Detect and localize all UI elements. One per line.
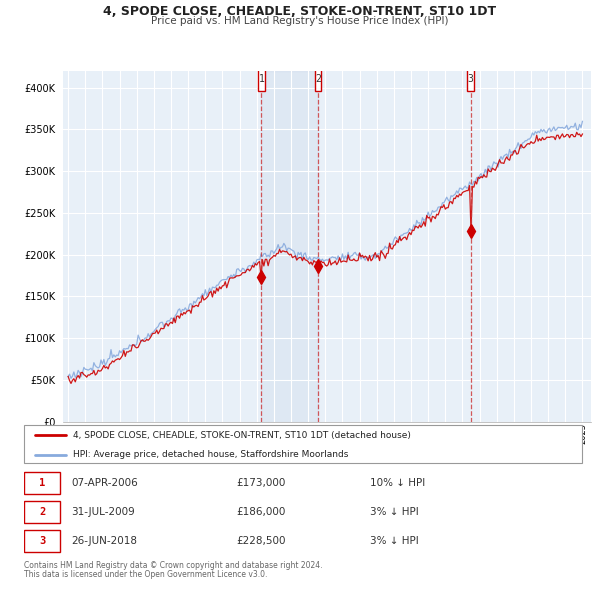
Text: £186,000: £186,000 [236,507,286,517]
FancyBboxPatch shape [24,471,60,493]
Text: 3: 3 [468,74,473,84]
Text: 3: 3 [39,536,45,546]
Text: HPI: Average price, detached house, Staffordshire Moorlands: HPI: Average price, detached house, Staf… [73,450,349,459]
Text: 3% ↓ HPI: 3% ↓ HPI [370,536,419,546]
Text: 26-JUN-2018: 26-JUN-2018 [71,536,137,546]
Text: 07-APR-2006: 07-APR-2006 [71,477,138,487]
FancyBboxPatch shape [24,425,582,463]
Text: 10% ↓ HPI: 10% ↓ HPI [370,477,425,487]
FancyBboxPatch shape [467,67,474,91]
Text: 3% ↓ HPI: 3% ↓ HPI [370,507,419,517]
FancyBboxPatch shape [315,67,322,91]
Bar [262,71,318,422]
Text: £228,500: £228,500 [236,536,286,546]
FancyBboxPatch shape [24,501,60,523]
FancyBboxPatch shape [24,530,60,552]
Text: This data is licensed under the Open Government Licence v3.0.: This data is licensed under the Open Gov… [24,570,268,579]
Text: 2: 2 [39,507,45,517]
Text: Price paid vs. HM Land Registry's House Price Index (HPI): Price paid vs. HM Land Registry's House … [151,16,449,26]
Text: 4, SPODE CLOSE, CHEADLE, STOKE-ON-TRENT, ST10 1DT (detached house): 4, SPODE CLOSE, CHEADLE, STOKE-ON-TRENT,… [73,431,411,440]
FancyBboxPatch shape [258,67,265,91]
Text: 1: 1 [39,477,45,487]
Text: £173,000: £173,000 [236,477,286,487]
Text: 1: 1 [259,74,264,84]
Text: Contains HM Land Registry data © Crown copyright and database right 2024.: Contains HM Land Registry data © Crown c… [24,560,323,569]
Text: 2: 2 [315,74,321,84]
Text: 4, SPODE CLOSE, CHEADLE, STOKE-ON-TRENT, ST10 1DT: 4, SPODE CLOSE, CHEADLE, STOKE-ON-TRENT,… [103,5,497,18]
Text: 31-JUL-2009: 31-JUL-2009 [71,507,135,517]
